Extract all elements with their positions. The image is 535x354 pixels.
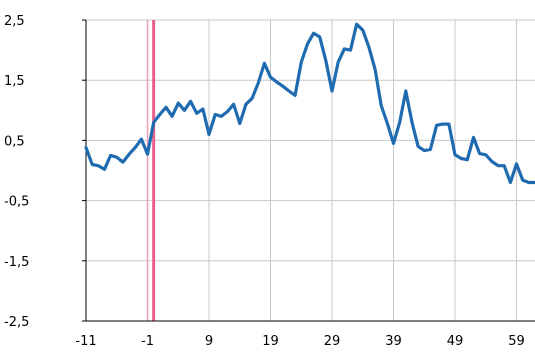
x-tick-label: -1 [141,334,154,349]
y-tick-label: -2,5 [4,315,29,330]
reference-lines [146,20,156,321]
x-tick-label: -11 [75,334,96,349]
x-tick-label: 59 [508,334,525,349]
series-layer [84,22,535,185]
x-tick-label: 49 [447,334,464,349]
y-tick-label: 1,5 [4,74,25,89]
y-tick-label: 2,5 [4,14,25,29]
y-tick-label: -0,5 [4,195,29,210]
y-tick-label: -1,5 [4,255,29,270]
x-tick-label: 29 [324,334,341,349]
x-tick-label: 19 [262,334,279,349]
x-tick-label: 39 [385,334,402,349]
axes [82,19,535,322]
grid [86,19,535,322]
tick-labels: -2,5 -1,5 -0,5 0,5 1,5 2,5 -11 -1 9 19 29 39 49 59 [4,14,525,349]
y-tick-label: 0,5 [4,134,25,149]
series-line [84,22,535,185]
x-tick-label: 9 [205,334,213,349]
